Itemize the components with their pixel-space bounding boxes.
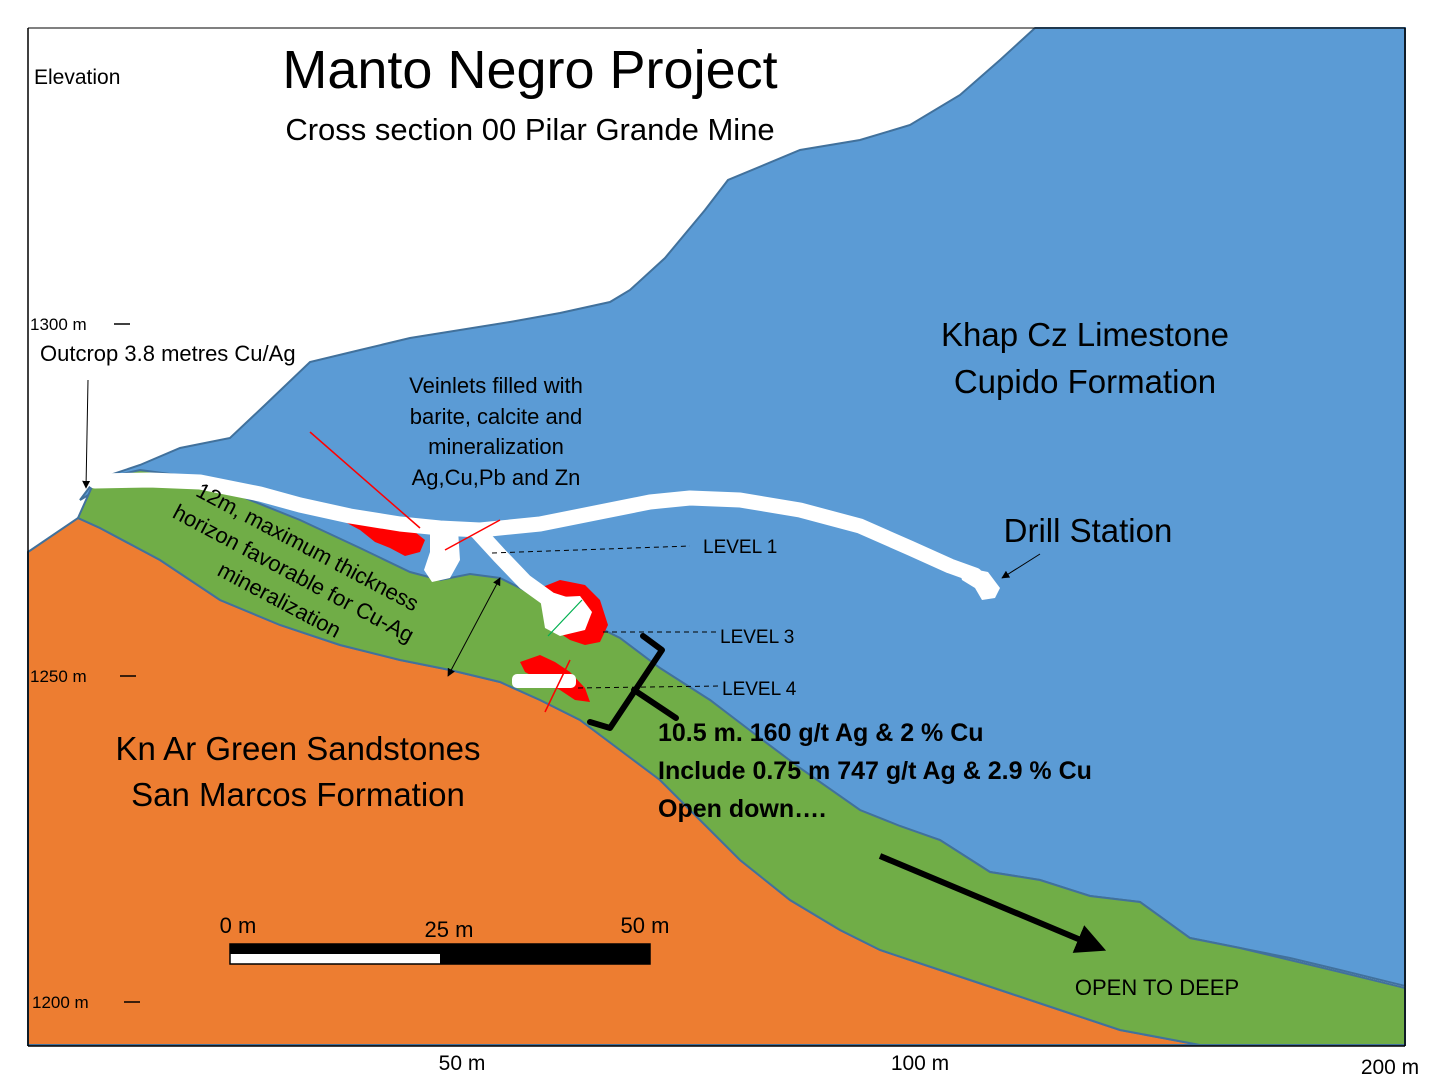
veinlets-label-4: Ag,Cu,Pb and Zn: [412, 465, 581, 490]
level1-label: LEVEL 1: [703, 537, 777, 558]
scale-bar: [229, 943, 651, 965]
result-line-2: Include 0.75 m 747 g/t Ag & 2.9 % Cu: [658, 757, 1092, 785]
scale-label-50: 50 m: [621, 913, 670, 938]
elevation-tick-1250: 1250 m: [30, 667, 87, 686]
level3-stope: [540, 596, 592, 636]
open-to-deep-label: OPEN TO DEEP: [1075, 975, 1239, 1000]
outcrop-arrow: [82, 379, 91, 489]
distance-tick-200: 200 m: [1361, 1056, 1419, 1079]
intercept-bracket: [587, 633, 679, 731]
open-to-deep-arrow: [878, 853, 1107, 953]
winze-level1: [424, 528, 460, 582]
thickness-arrow: [447, 577, 501, 677]
level1-leader: [491, 545, 691, 554]
page-title: Manto Negro Project: [282, 40, 777, 100]
fault-line-1: [309, 431, 421, 529]
limestone-label-1: Khap Cz Limestone: [941, 316, 1229, 353]
drill-station-arrow: [1001, 553, 1041, 579]
veinlets-label-1: Veinlets filled with: [409, 373, 583, 398]
mine-workings: [87, 472, 1000, 688]
level4-label: LEVEL 4: [722, 679, 797, 700]
scale-bar-top-band: [230, 944, 650, 954]
drill-station-chamber: [958, 566, 1000, 600]
distance-tick-100: 100 m: [891, 1052, 949, 1075]
level4-leader: [577, 685, 721, 689]
main-adit: [87, 472, 983, 583]
limestone-label-2: Cupido Formation: [954, 363, 1216, 400]
favorable-horizon: [76, 468, 1406, 1046]
scale-label-0: 0 m: [220, 913, 257, 938]
elevation-label: Elevation: [34, 66, 120, 89]
level3-label: LEVEL 3: [720, 627, 794, 648]
level4-drift: [512, 674, 576, 688]
faults: [309, 431, 583, 713]
fault-line-2: [444, 519, 501, 551]
outcrop-label: Outcrop 3.8 metres Cu/Ag: [40, 341, 296, 366]
sandstone-label-2: San Marcos Formation: [131, 776, 465, 813]
sandstone-label-1: Kn Ar Green Sandstones: [115, 730, 480, 767]
veinlets-label-3: mineralization: [428, 434, 564, 459]
drill-station-label: Drill Station: [1004, 512, 1173, 549]
veinlets-label-2: barite, calcite and: [410, 404, 582, 429]
fault-line-green: [547, 599, 583, 637]
page-subtitle: Cross section 00 Pilar Grande Mine: [285, 112, 774, 147]
scale-label-25: 25 m: [425, 917, 474, 942]
result-line-3: Open down….: [658, 795, 826, 823]
elevation-tick-1200: 1200 m: [32, 993, 89, 1012]
elevation-tick-1300: 1300 m: [30, 315, 87, 334]
distance-tick-50: 50 m: [439, 1052, 486, 1075]
fault-line-3: [544, 659, 571, 713]
result-line-1: 10.5 m. 160 g/t Ag & 2 % Cu: [658, 719, 984, 747]
scale-bar-bottom-band: [440, 954, 650, 964]
